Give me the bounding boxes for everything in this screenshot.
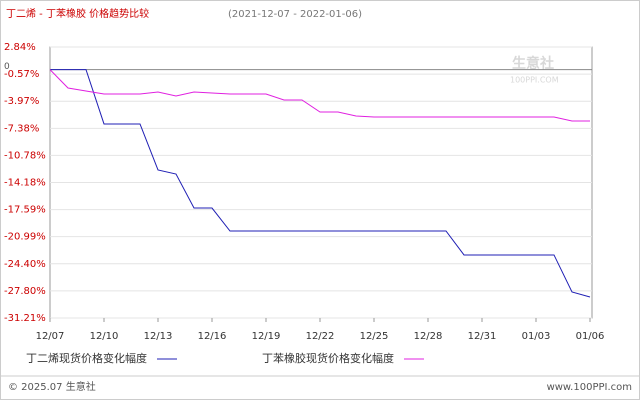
x-tick-label: 12/10 — [90, 331, 119, 342]
series-line — [50, 69, 591, 298]
x-tick-label: 12/28 — [414, 331, 443, 342]
series-line — [49, 69, 590, 122]
x-tick-label: 12/31 — [468, 331, 497, 342]
footer-left: © 2025.07 生意社 — [8, 380, 96, 393]
watermark: 生意社 — [512, 55, 554, 72]
x-tick-label: 12/07 — [36, 331, 65, 342]
y-tick-label: -0.57% — [4, 69, 39, 80]
x-tick-label: 01/06 — [576, 331, 605, 342]
x-tick-label: 12/22 — [306, 331, 335, 342]
y-tick-label: -7.38% — [4, 123, 39, 134]
y-tick-label: -27.80% — [4, 286, 46, 297]
y-tick-label: -20.99% — [4, 232, 46, 243]
footer-right: www.100PPI.com — [547, 382, 632, 393]
x-tick-label: 12/25 — [360, 331, 389, 342]
x-tick-label: 12/19 — [252, 331, 281, 342]
y-tick-label: -17.59% — [4, 205, 46, 216]
watermark-sub: 100PPI.COM — [510, 76, 559, 85]
y-tick-label: 2.84% — [4, 42, 36, 53]
legend-label: 丁二烯现货价格变化幅度 — [26, 351, 147, 365]
legend-label: 丁苯橡胶现货价格变化幅度 — [262, 351, 394, 365]
y-tick-label: -10.78% — [4, 150, 46, 161]
x-tick-label: 12/16 — [198, 331, 227, 342]
chart-subtitle: (2021-12-07 - 2022-01-06) — [228, 9, 362, 20]
y-tick-label: -3.97% — [4, 96, 39, 107]
y-tick-label: -24.40% — [4, 259, 46, 270]
y-tick-label: -31.21% — [4, 313, 46, 324]
chart-title: 丁二烯 - 丁苯橡胶 价格趋势比较 — [6, 7, 149, 20]
zero-label: 0 — [4, 62, 10, 72]
x-tick-label: 01/03 — [522, 331, 551, 342]
y-tick-label: -14.18% — [4, 177, 46, 188]
x-tick-label: 12/13 — [144, 331, 173, 342]
